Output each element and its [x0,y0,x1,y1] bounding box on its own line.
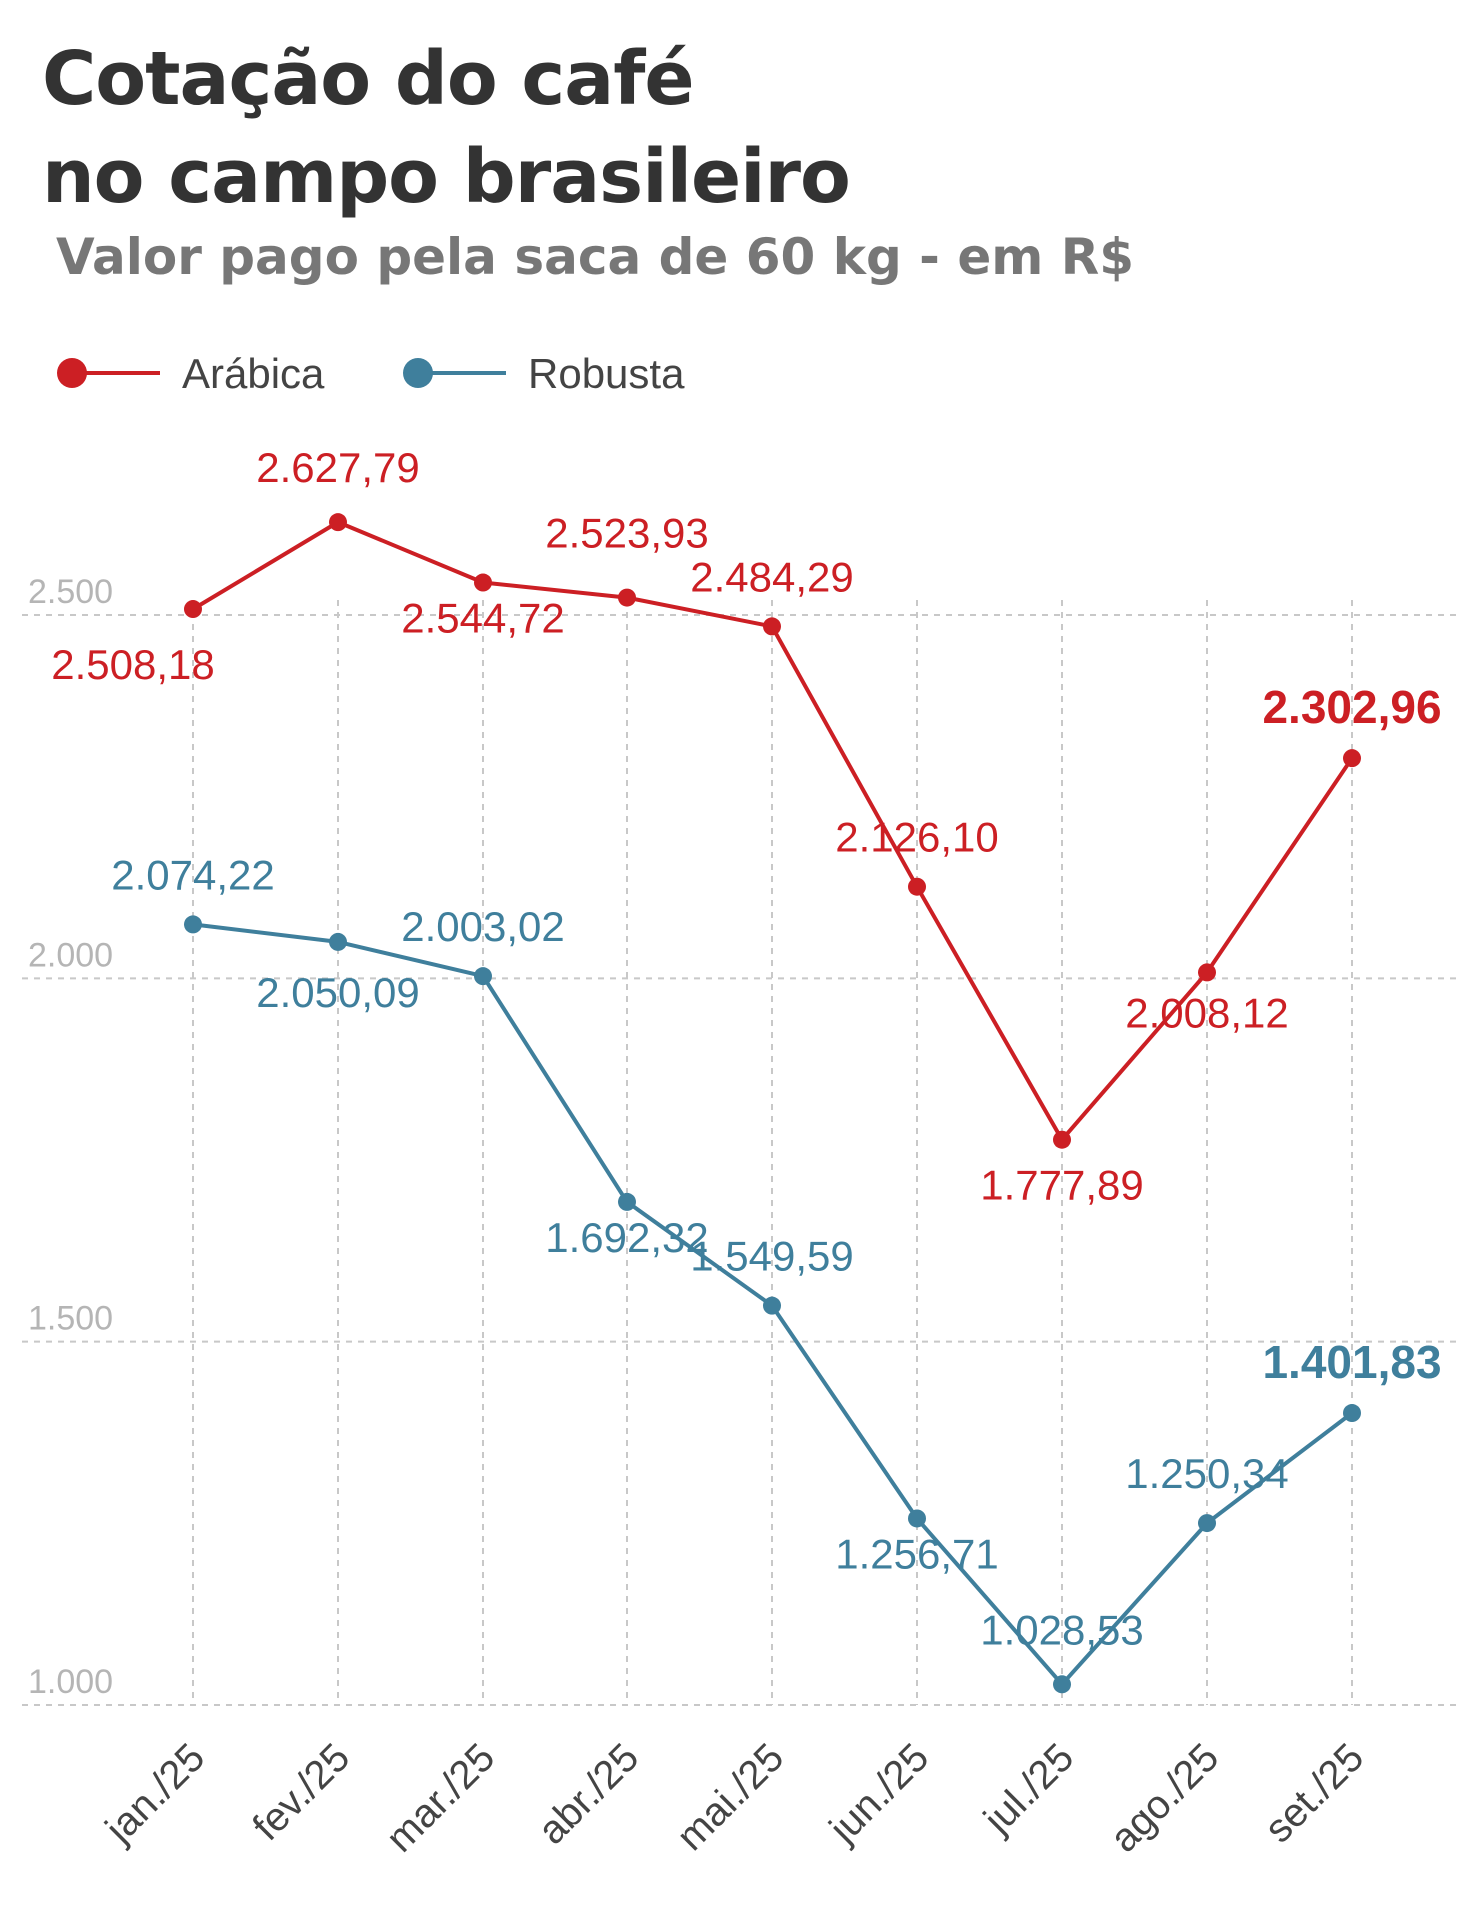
data-label: 1.250,34 [1125,1450,1289,1497]
data-label: 1.692,32 [545,1214,709,1261]
legend-marker [57,358,87,388]
x-axis: jan./25 fev./25 mar./25 abr./25 mai./25 jun./… [97,1735,1373,1860]
y-tick-label: 1.500 [28,1300,113,1338]
x-tick-label: jun./25 [821,1735,938,1852]
data-point-robusta [1198,1514,1216,1533]
chart-title: Cotação do café no campo brasileiro [42,30,851,226]
chart-subtitle: Valor pago pela saca de 60 kg - em R$ [56,228,1135,286]
data-point-robusta [184,915,202,934]
y-tick-label: 2.000 [28,936,113,974]
legend-marker [403,358,433,388]
data-label: 1.256,71 [835,1530,999,1577]
data-point-robusta [763,1296,781,1315]
grid: 1.000 1.500 2.000 2.500 [22,573,1460,1706]
data-label: 2.484,29 [690,553,854,600]
x-tick-label: jul./25 [975,1735,1082,1842]
x-tick-label: fev./25 [244,1735,358,1849]
data-label: 2.523,93 [545,510,709,557]
data-point-arabica [184,600,202,619]
data-point-arabica [329,513,347,532]
legend: Arábica Robusta [57,350,685,397]
data-point-robusta [618,1192,636,1211]
data-point-arabica [1053,1130,1071,1149]
data-labels: 2.508,18 2.627,79 2.544,72 2.523,932.484,29… [51,444,1441,1653]
data-point-robusta [474,967,492,986]
legend-label-arabica: Arábica [182,350,325,397]
data-label: 1.028,53 [980,1606,1144,1653]
x-tick-label: jan./25 [97,1735,214,1852]
y-tick-label: 2.500 [28,573,113,611]
data-point-robusta [1053,1675,1071,1694]
data-point-arabica [1343,749,1361,768]
data-label: 2.508,18 [51,641,215,688]
data-point-robusta [1343,1404,1361,1423]
data-label: 2.050,09 [256,969,420,1016]
data-label: 2.003,02 [401,903,565,950]
chart-title-line-1: Cotação do café [42,36,695,122]
data-point-arabica [474,573,492,592]
data-label: 1.401,83 [1262,1336,1441,1388]
data-point-robusta [329,932,347,951]
data-point-arabica [618,588,636,607]
x-tick-label: mai./25 [668,1735,792,1859]
x-tick-label: abr./25 [530,1735,648,1853]
x-tick-label: set./25 [1256,1735,1372,1851]
data-point-arabica [763,617,781,636]
data-label: 2.126,10 [835,814,999,861]
data-point-robusta [908,1509,926,1528]
chart-title-line-2: no campo brasileiro [42,134,851,220]
series-layer [184,513,1361,1694]
data-point-arabica [908,877,926,896]
data-label: 1.777,89 [980,1162,1144,1209]
data-label: 2.074,22 [111,851,275,898]
data-label: 2.008,12 [1125,989,1289,1036]
data-label: 2.544,72 [401,595,565,642]
data-label: 2.302,96 [1262,681,1441,733]
data-point-arabica [1198,963,1216,982]
data-label: 2.627,79 [256,444,420,491]
y-tick-label: 1.000 [28,1663,113,1701]
legend-label-robusta: Robusta [528,350,685,397]
x-tick-label: ago./25 [1102,1735,1227,1860]
data-label: 1.549,59 [690,1233,854,1280]
x-tick-label: mar./25 [378,1735,503,1860]
